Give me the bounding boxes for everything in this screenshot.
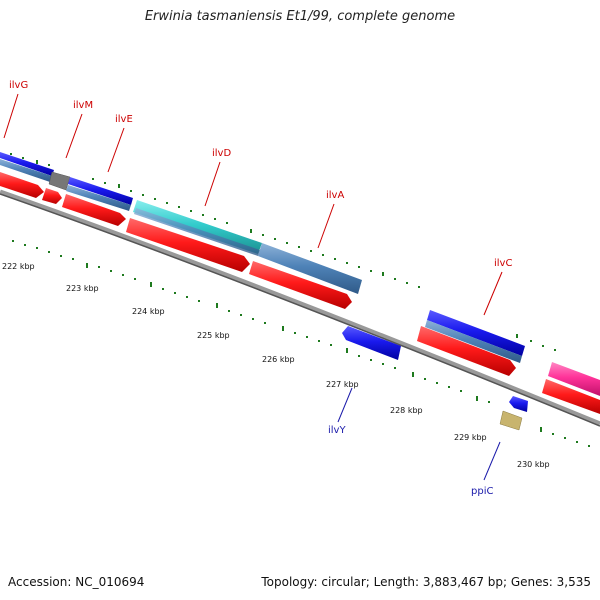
gene-labels: ilvG ilvM ilvE ilvD ilvA ilvC ilvY ppiC <box>9 80 512 497</box>
gene-ilvC-forward[interactable] <box>427 310 525 356</box>
kbp-label: 230 kbp <box>517 460 550 469</box>
major-tick <box>216 303 218 308</box>
gene-ilvY[interactable] <box>342 326 401 360</box>
outer-tick-ring <box>10 153 556 351</box>
major-tick <box>86 263 88 268</box>
gene-label-ilvA: ilvA <box>326 190 344 201</box>
gene-ilvG-steel[interactable] <box>0 159 52 182</box>
gene-red-6[interactable] <box>417 326 516 376</box>
gene-label-ilvD: ilvD <box>212 148 231 159</box>
gene-label-ilvM: ilvM <box>73 100 93 111</box>
reverse-strand-genes <box>0 172 600 431</box>
gene-label-ilvE: ilvE <box>115 114 133 125</box>
inner-tick-ring <box>12 240 590 447</box>
kbp-label: 224 kbp <box>132 307 165 316</box>
backbone-track-shadow <box>0 193 600 427</box>
kbp-label: 226 kbp <box>262 355 295 364</box>
major-tick <box>346 348 348 353</box>
major-tick <box>476 396 478 401</box>
kbp-labels: 222 kbp 223 kbp 224 kbp 225 kbp 226 kbp … <box>2 262 550 469</box>
accession-text: Accession: NC_010694 <box>8 575 145 589</box>
gene-ilvE-steel[interactable] <box>66 185 131 211</box>
major-tick <box>118 184 120 188</box>
gene-red-1[interactable] <box>0 172 44 198</box>
gene-red-7[interactable] <box>542 379 600 414</box>
forward-strand-genes <box>0 152 600 396</box>
backbone-track <box>0 189 600 427</box>
gene-label-ilvC: ilvC <box>494 258 512 269</box>
major-tick <box>412 372 414 377</box>
kbp-label: 228 kbp <box>390 406 423 415</box>
gene-blue-small[interactable] <box>509 396 528 412</box>
gene-ilvE-forward[interactable] <box>68 177 133 205</box>
label-leaders <box>3 93 503 481</box>
gene-red-5[interactable] <box>249 261 352 309</box>
map-title: Erwinia tasmaniensis Et1/99, complete ge… <box>144 9 456 24</box>
gene-red-3[interactable] <box>62 194 126 226</box>
gene-label-ppiC: ppiC <box>471 486 493 497</box>
major-tick <box>282 326 284 331</box>
gene-label-ilvY: ilvY <box>328 425 346 436</box>
genome-summary-text: Topology: circular; Length: 3,883,467 bp… <box>261 575 591 589</box>
gene-label-ilvG: ilvG <box>9 80 28 91</box>
gene-ilvC-steel[interactable] <box>425 320 522 363</box>
gene-ilvM-forward[interactable] <box>48 171 71 191</box>
major-tick <box>516 334 518 338</box>
kbp-label: 227 kbp <box>326 380 359 389</box>
major-tick <box>540 427 542 432</box>
gene-ilvD-steel[interactable] <box>134 208 260 256</box>
kbp-label: 225 kbp <box>197 331 230 340</box>
major-tick <box>150 282 152 287</box>
kbp-label: 222 kbp <box>2 262 35 271</box>
major-tick <box>36 160 38 164</box>
gene-ppiC[interactable] <box>499 410 523 431</box>
major-tick <box>382 272 384 276</box>
gene-red-4[interactable] <box>126 218 250 272</box>
gene-pink-forward[interactable] <box>548 362 600 396</box>
kbp-label: 229 kbp <box>454 433 487 442</box>
major-tick <box>250 229 252 233</box>
kbp-label: 223 kbp <box>66 284 99 293</box>
gene-red-2[interactable] <box>42 188 62 204</box>
gene-ilvG-forward[interactable] <box>0 152 54 176</box>
gene-ilvA-forward[interactable] <box>258 243 362 294</box>
